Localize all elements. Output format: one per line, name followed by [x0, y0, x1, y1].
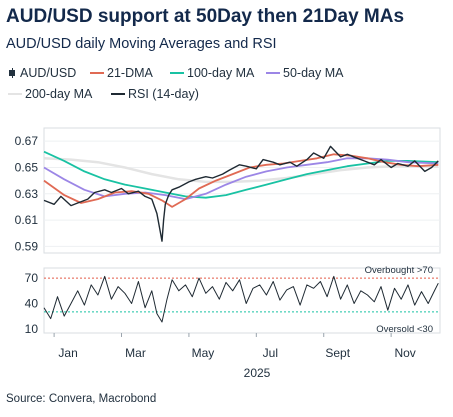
line-swatch-icon	[8, 93, 22, 95]
series-line-200-day-ma	[43, 157, 439, 184]
legend-label: 21-DMA	[107, 66, 153, 80]
x-tick-label: Jan	[58, 346, 77, 360]
line-swatch-icon	[170, 72, 184, 74]
legend-label: AUD/USD	[20, 66, 77, 80]
source-note: Source: Convera, Macrobond	[6, 393, 157, 405]
legend-item-21dma: 21-DMA	[90, 66, 153, 80]
legend-label: RSI (14-day)	[128, 87, 199, 101]
x-tick-label: Nov	[394, 346, 415, 360]
line-swatch-icon	[111, 93, 125, 95]
series-line-21-dma	[43, 153, 439, 208]
legend-item-200day: 200-day MA	[8, 87, 92, 101]
price-panel-frame	[43, 127, 441, 254]
line-swatch-icon	[266, 72, 280, 74]
price-y-tick-label: 0.63	[15, 187, 39, 201]
x-tick-label: Mar	[125, 346, 146, 360]
price-y-tick-label: 0.61	[15, 213, 39, 227]
rsi-threshold-label: Overbought >70	[365, 265, 433, 276]
rsi-threshold-label: Oversold <30	[376, 324, 433, 335]
series-line-aud-usd	[43, 145, 439, 242]
rsi-y-tick-label: 10	[25, 322, 39, 336]
rsi-panel-frame	[43, 267, 441, 334]
series-line-100-day-ma	[43, 150, 439, 199]
line-swatch-icon	[90, 72, 104, 74]
chart-title: AUD/USD support at 50Day then 21Day MAs	[6, 6, 405, 27]
rsi-y-tick-label: 70	[25, 271, 39, 285]
price-y-tick-label: 0.67	[15, 134, 39, 148]
legend-item-50day: 50-day MA	[266, 66, 343, 80]
x-tick-label: Sept	[325, 346, 350, 360]
legend-item-100day: 100-day MA	[170, 66, 254, 80]
rsi-y-tick-label: 40	[25, 296, 39, 310]
x-tick-label: Jul	[263, 346, 278, 360]
chart-subtitle: AUD/USD daily Moving Averages and RSI	[6, 36, 277, 52]
legend-label: 200-day MA	[25, 87, 93, 101]
legend-label: 100-day MA	[187, 66, 255, 80]
price-y-tick-label: 0.65	[15, 160, 39, 174]
x-year-label: 2025	[244, 366, 271, 380]
legend-label: 50-day MA	[283, 66, 344, 80]
candlestick-icon	[8, 68, 16, 78]
x-tick-label: May	[192, 346, 215, 360]
legend-item-rsi: RSI (14-day)	[111, 87, 199, 101]
price-y-tick-label: 0.59	[15, 239, 39, 253]
series-line-rsi	[43, 275, 439, 323]
legend-item-audusd: AUD/USD	[8, 66, 76, 80]
